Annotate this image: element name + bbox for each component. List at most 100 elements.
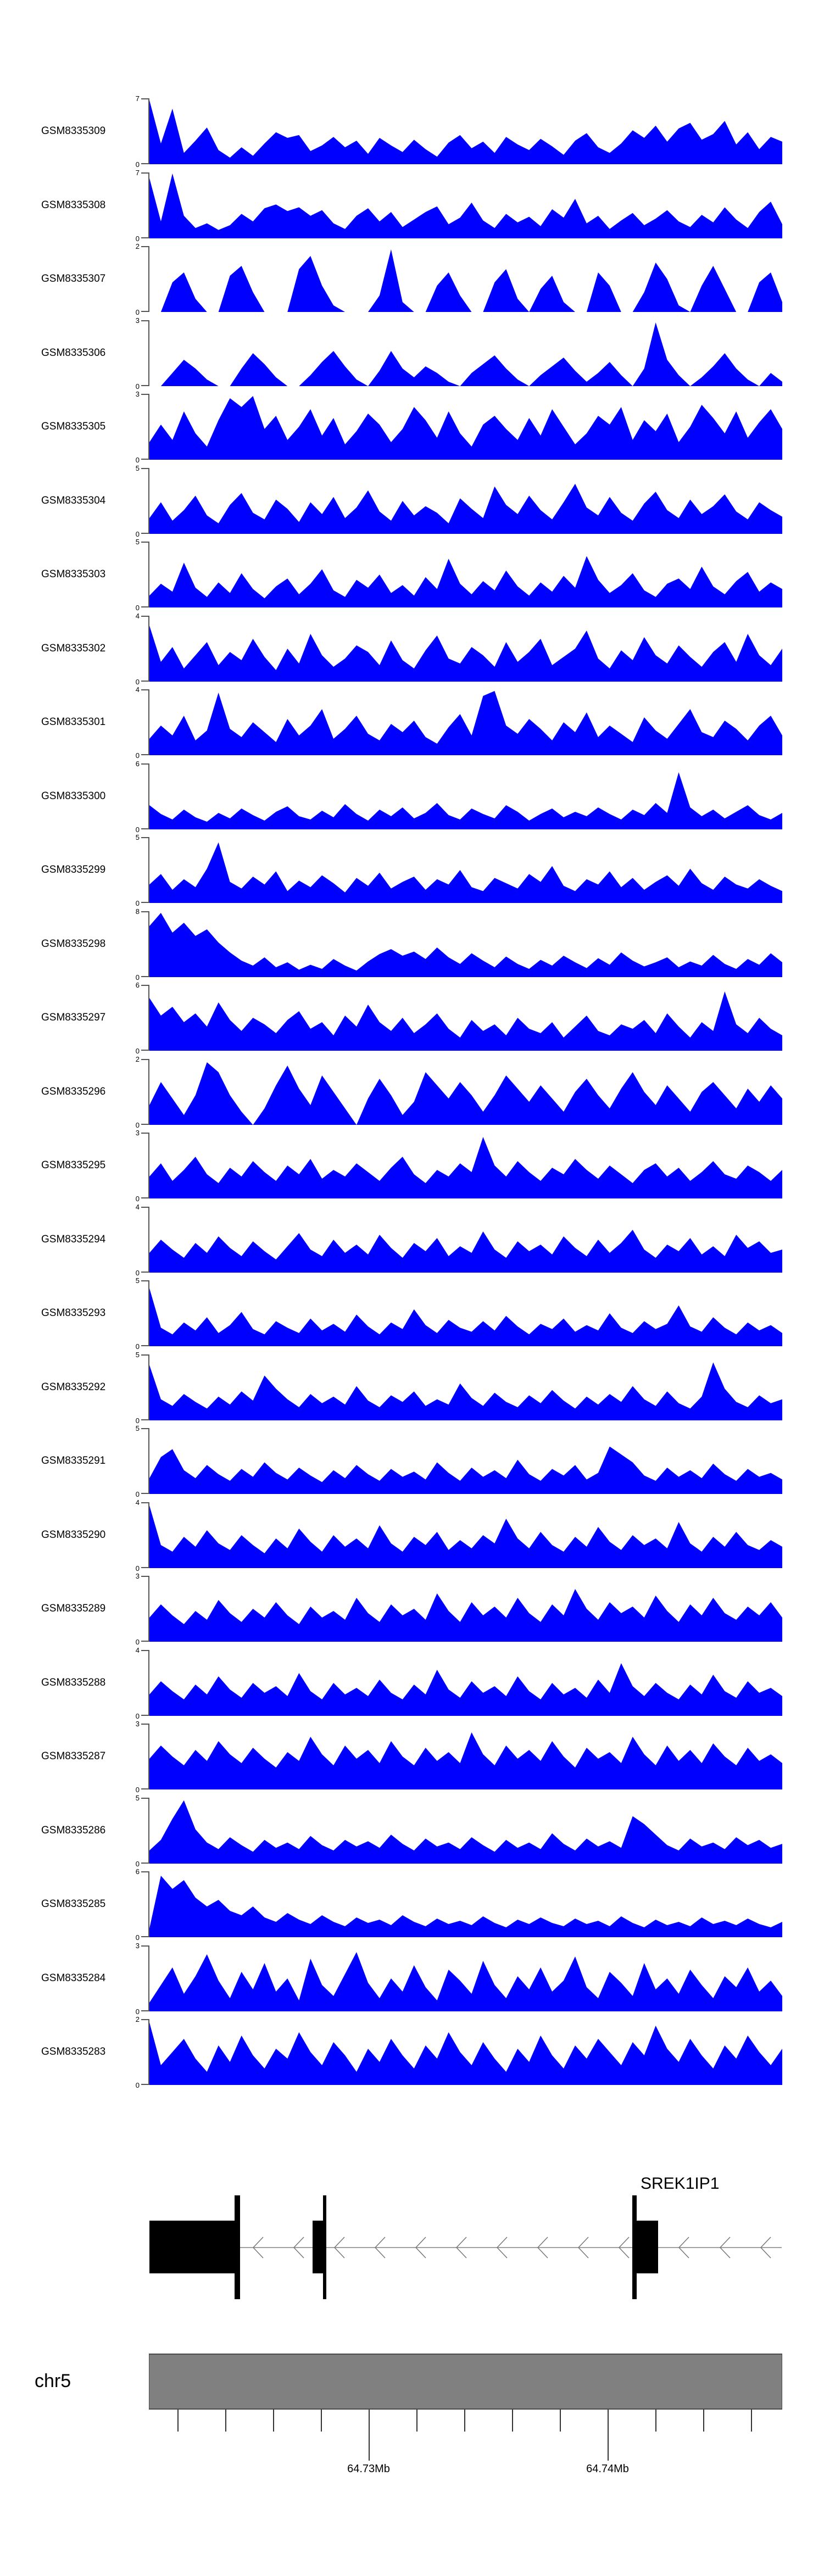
coverage-track-row: GSM8335292 5 0 <box>0 1350 824 1424</box>
track-y-axis-line <box>148 1724 149 1789</box>
track-ymin-label: 0 <box>135 456 140 464</box>
track-y-axis-bottom-tick <box>141 680 149 682</box>
axis-minor-tick <box>512 2410 513 2432</box>
track-y-axis-bottom-tick <box>141 311 149 312</box>
coverage-polygon <box>149 1137 782 1198</box>
track-y-axis-line <box>148 1206 149 1273</box>
coverage-area-chart <box>149 173 782 238</box>
coverage-area-chart <box>149 842 782 903</box>
coverage-polygon <box>149 1062 782 1125</box>
axis-minor-tick <box>560 2410 561 2432</box>
track-y-axis-top-tick <box>141 1576 149 1577</box>
track-sample-label: GSM8335308 <box>41 199 106 211</box>
coverage-area-chart <box>149 556 782 607</box>
coverage-polygon <box>149 1288 782 1346</box>
coverage-area-chart <box>149 2022 782 2085</box>
coverage-track-row: GSM8335288 4 0 <box>0 1646 824 1720</box>
coverage-polygon <box>149 1876 782 1937</box>
strand-arrow-left-icon <box>496 2237 508 2259</box>
track-sample-label: GSM8335301 <box>41 716 106 728</box>
track-y-axis-line <box>148 763 149 829</box>
track-y-axis-top-tick <box>141 1724 149 1725</box>
axis-minor-tick <box>225 2410 226 2432</box>
track-y-axis-line <box>148 1058 149 1125</box>
track-ymin-label: 0 <box>135 1195 140 1203</box>
coverage-polygon <box>149 2022 782 2085</box>
gene-exon-thick <box>313 2221 325 2273</box>
track-y-axis-line <box>148 1797 149 1864</box>
strand-arrow-left-icon <box>252 2237 264 2259</box>
track-y-axis-line <box>148 689 149 755</box>
coverage-area-chart <box>149 249 782 312</box>
strand-arrow-left-icon <box>577 2237 589 2259</box>
track-ymin-label: 0 <box>135 308 140 316</box>
track-sample-label: GSM8335283 <box>41 2046 106 2058</box>
axis-coordinate-label: 64.74Mb <box>586 2463 629 2475</box>
track-ymax-label: 2 <box>135 2015 140 2023</box>
coverage-area-chart <box>149 1876 782 1937</box>
coverage-track-row: GSM8335304 5 0 <box>0 465 824 538</box>
track-y-axis-line <box>148 542 149 607</box>
track-y-axis-top-tick <box>141 1354 149 1356</box>
coverage-polygon <box>149 1800 782 1864</box>
axis-minor-tick <box>655 2410 656 2432</box>
coverage-polygon <box>149 912 782 977</box>
coverage-area-chart <box>149 1362 782 1420</box>
track-y-axis-bottom-tick <box>141 459 149 460</box>
track-y-axis-top-tick <box>141 837 149 838</box>
track-y-axis-top-tick <box>141 1871 149 1872</box>
track-sample-label: GSM8335287 <box>41 1750 106 1762</box>
track-ymax-label: 3 <box>135 1941 140 1950</box>
track-ymin-label: 0 <box>135 1342 140 1351</box>
track-y-axis-line <box>148 1945 149 2011</box>
coverage-track-row: GSM8335299 5 0 <box>0 834 824 907</box>
track-sample-label: GSM8335300 <box>41 790 106 802</box>
track-y-axis-bottom-tick <box>141 975 149 977</box>
track-y-axis-top-tick <box>141 1206 149 1208</box>
track-y-axis-top-tick <box>141 1502 149 1503</box>
track-y-axis-bottom-tick <box>141 2010 149 2011</box>
track-ymax-label: 3 <box>135 1720 140 1728</box>
track-sample-label: GSM8335289 <box>41 1603 106 1614</box>
coverage-polygon <box>149 1229 782 1273</box>
track-y-axis-line <box>148 911 149 977</box>
strand-arrow-left-icon <box>678 2237 689 2259</box>
track-y-axis-bottom-tick <box>141 2084 149 2085</box>
track-sample-label: GSM8335307 <box>41 273 106 285</box>
track-ymin-label: 0 <box>135 1120 140 1129</box>
track-ymax-label: 8 <box>135 907 140 916</box>
track-ymax-label: 4 <box>135 1646 140 1654</box>
track-y-axis-line <box>148 1649 149 1716</box>
track-ymax-label: 7 <box>135 168 140 177</box>
coverage-track-row: GSM8335303 5 0 <box>0 538 824 611</box>
track-ymin-label: 0 <box>135 1859 140 1868</box>
track-sample-label: GSM8335294 <box>41 1233 106 1245</box>
track-sample-label: GSM8335305 <box>41 421 106 432</box>
track-sample-label: GSM8335298 <box>41 938 106 950</box>
track-ymax-label: 5 <box>135 1350 140 1359</box>
track-sample-label: GSM8335288 <box>41 1676 106 1688</box>
track-sample-label: GSM8335285 <box>41 1898 106 1910</box>
track-y-axis-bottom-tick <box>141 1788 149 1789</box>
track-y-axis-top-tick <box>141 246 149 247</box>
track-sample-label: GSM8335304 <box>41 494 106 506</box>
coverage-area-chart <box>149 1663 782 1716</box>
track-ymax-label: 5 <box>135 1276 140 1285</box>
track-ymax-label: 3 <box>135 390 140 398</box>
track-sample-label: GSM8335286 <box>41 1824 106 1836</box>
coverage-area-chart <box>149 1800 782 1864</box>
track-ymax-label: 4 <box>135 1498 140 1507</box>
track-y-axis-top-tick <box>141 1133 149 1134</box>
axis-major-tick <box>608 2410 609 2461</box>
coverage-area-chart <box>149 1062 782 1125</box>
coverage-track-row: GSM8335289 3 0 <box>0 1573 824 1646</box>
track-y-axis-bottom-tick <box>141 237 149 238</box>
coverage-polygon <box>149 322 782 386</box>
track-ymax-label: 2 <box>135 1055 140 1063</box>
track-ymax-label: 4 <box>135 1202 140 1211</box>
track-y-axis-line <box>148 615 149 682</box>
track-sample-label: GSM8335293 <box>41 1307 106 1319</box>
coverage-area-chart <box>149 483 782 534</box>
coverage-polygon <box>149 1663 782 1716</box>
